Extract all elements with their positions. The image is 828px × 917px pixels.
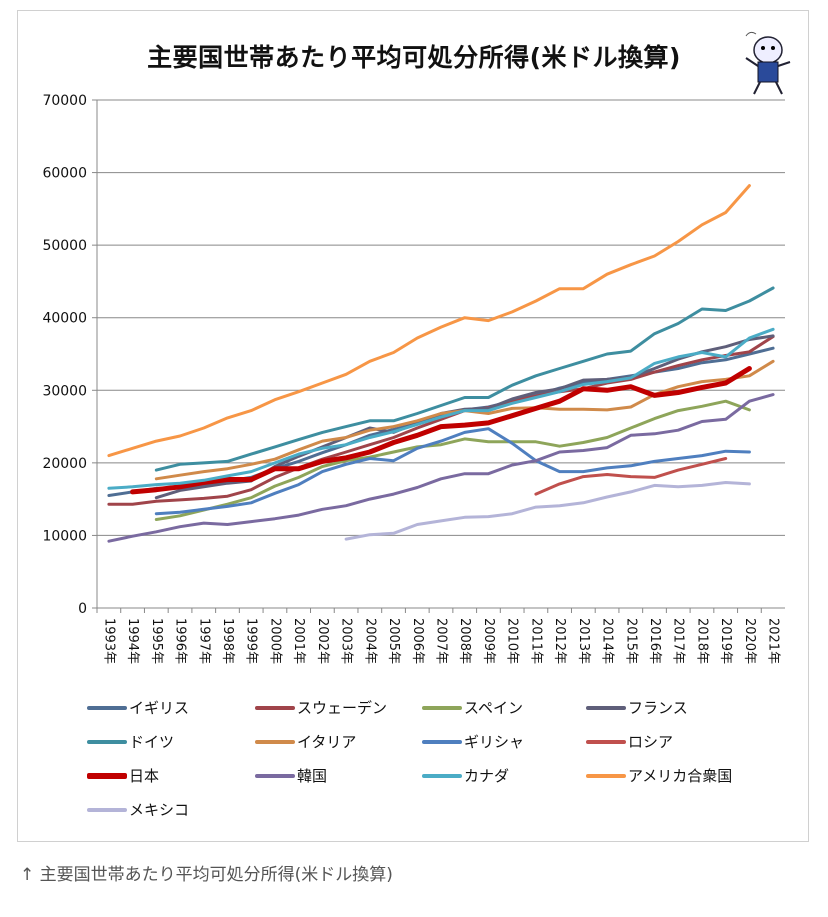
x-tick-label: 2012年 xyxy=(552,618,567,664)
y-tick-label: 40000 xyxy=(42,311,87,327)
legend-item: スウェーデン xyxy=(255,697,387,718)
legend-label: メキシコ xyxy=(129,801,190,819)
x-tick-label: 2013年 xyxy=(576,618,591,664)
series-line-4 xyxy=(154,286,775,472)
legend-label: スウェーデン xyxy=(297,699,388,717)
y-tick-label: 0 xyxy=(78,601,87,617)
x-tick-label: 2019年 xyxy=(718,618,733,664)
x-tick-label: 2001年 xyxy=(291,618,306,664)
x-tick-label: 2010年 xyxy=(505,618,520,664)
legend-label: フランス xyxy=(628,699,688,717)
x-tick-label: 2005年 xyxy=(386,618,401,664)
x-tick-label: 2006年 xyxy=(410,618,425,664)
x-tick-label: 1996年 xyxy=(173,618,188,664)
figure-caption: ↑ 主要国世帯あたり平均可処分所得(米ドル換算) xyxy=(20,865,393,885)
legend-swatch xyxy=(87,739,127,744)
x-tick-label: 2002年 xyxy=(315,618,330,664)
chart-title: 主要国世帯あたり平均可処分所得(米ドル換算) xyxy=(147,43,681,72)
x-tick-label: 2016年 xyxy=(647,618,662,664)
legend-label: ギリシャ xyxy=(464,733,525,751)
x-tick-label: 2000年 xyxy=(267,618,282,664)
series-line-2 xyxy=(154,399,751,521)
legend-label: ロシア xyxy=(628,733,674,751)
x-tick-label: 2018年 xyxy=(694,618,709,664)
legend-item: スペイン xyxy=(422,697,523,718)
legend-item: アメリカ合衆国 xyxy=(586,765,732,786)
chart-frame xyxy=(17,10,809,842)
x-tick-label: 1997年 xyxy=(196,618,211,664)
legend-label: 韓国 xyxy=(297,767,328,785)
legend-swatch xyxy=(87,772,127,779)
legend-item: 日本 xyxy=(87,765,159,786)
mascot-icon xyxy=(745,31,791,95)
series-line-10 xyxy=(107,327,775,490)
legend-item: イギリス xyxy=(87,697,189,718)
series-line-5 xyxy=(154,359,775,481)
y-tick-label: 10000 xyxy=(42,528,87,544)
x-tick-label: 2011年 xyxy=(528,618,543,664)
line-chart: 0 10000 20000 30000 40000 50000 60000 70000 1993… xyxy=(42,93,785,664)
x-tick-label: 2017年 xyxy=(671,618,686,664)
x-tick-label: 2009年 xyxy=(481,618,496,664)
legend-label: スペイン xyxy=(464,699,523,717)
legend-item: メキシコ xyxy=(87,799,189,820)
legend-swatch xyxy=(586,773,626,778)
x-tick-label: 2008年 xyxy=(457,618,472,664)
x-tick-label: 2014年 xyxy=(600,618,615,664)
y-tick-label: 60000 xyxy=(42,166,87,182)
y-tick-label: 30000 xyxy=(42,383,87,399)
series-line-11 xyxy=(107,184,751,458)
legend-swatch xyxy=(586,705,626,710)
legend-item: ロシア xyxy=(586,731,673,752)
y-tick-label: 70000 xyxy=(42,93,87,109)
legend-item: フランス xyxy=(586,697,688,718)
y-tick-label: 50000 xyxy=(42,238,87,254)
legend-label: イギリス xyxy=(129,699,190,717)
x-tick-label: 2007年 xyxy=(434,618,449,664)
series-line-12 xyxy=(344,481,751,541)
x-tick-label: 1999年 xyxy=(244,618,259,664)
x-tick-label: 2020年 xyxy=(742,618,757,664)
legend-label: イタリア xyxy=(297,733,357,751)
series-line-0 xyxy=(107,346,775,497)
legend-item: ドイツ xyxy=(87,731,174,752)
x-tick-label: 1998年 xyxy=(220,618,235,664)
legend-swatch xyxy=(255,705,295,710)
legend-label: 日本 xyxy=(129,767,160,785)
legend-swatch xyxy=(87,807,127,812)
x-tick-label: 1993年 xyxy=(101,618,116,664)
legend-swatch xyxy=(255,773,295,778)
y-tick-label: 20000 xyxy=(42,456,87,472)
legend-swatch xyxy=(422,739,462,744)
legend-swatch xyxy=(255,739,295,744)
series-line-7 xyxy=(534,457,728,496)
series-line-8 xyxy=(130,366,752,495)
series-line-6 xyxy=(154,427,751,516)
x-tick-label: 1995年 xyxy=(149,618,164,664)
legend-label: ドイツ xyxy=(129,733,175,751)
x-tick-label: 2021年 xyxy=(766,618,781,664)
legend-label: カナダ xyxy=(464,767,510,785)
x-tick-label: 2004年 xyxy=(362,618,377,664)
x-tick-label: 2015年 xyxy=(623,618,638,664)
legend-item: イタリア xyxy=(255,731,356,752)
legend-label: アメリカ合衆国 xyxy=(628,767,733,785)
legend-swatch xyxy=(87,705,127,710)
x-tick-label: 1994年 xyxy=(125,618,140,664)
legend-swatch xyxy=(422,705,462,710)
legend-item: ギリシャ xyxy=(422,731,524,752)
series-line-9 xyxy=(107,393,775,543)
legend-swatch xyxy=(586,739,626,744)
legend-item: カナダ xyxy=(422,765,509,786)
legend-item: 韓国 xyxy=(255,765,327,786)
series-line-1 xyxy=(107,335,775,506)
x-tick-label: 2003年 xyxy=(339,618,354,664)
legend-swatch xyxy=(422,773,462,778)
